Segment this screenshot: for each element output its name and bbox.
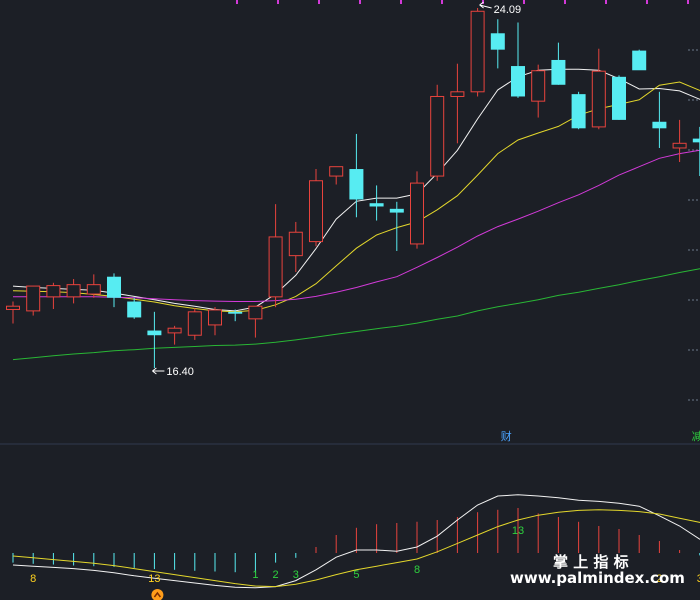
- candle-body-up: [430, 95, 445, 177]
- count-labels: 8 13 1 2 3 5 8 13 2 3: [30, 525, 700, 585]
- candle-body-up: [86, 284, 101, 295]
- grid-tick: [523, 0, 525, 4]
- grid-tick: [236, 0, 238, 4]
- grid-tick: [646, 0, 648, 4]
- candle-body-down: [349, 169, 364, 200]
- watermark-title: 掌 上 指 标: [553, 553, 629, 571]
- candle-body-up: [329, 166, 344, 177]
- price-annotations: 24.09 16.40 财 减: [152, 1, 700, 443]
- high-price-label: 24.09: [494, 4, 522, 16]
- candle-body-up: [208, 309, 222, 326]
- right-grid: [688, 49, 700, 401]
- grid-tick: [605, 0, 607, 4]
- candle-body-up: [187, 311, 202, 336]
- candle-body-up: [46, 285, 61, 298]
- grid-tick: [318, 0, 320, 4]
- grid-tick: [359, 0, 361, 4]
- candles: [6, 8, 700, 368]
- candle-body-up: [450, 91, 465, 97]
- candle-body-down: [551, 59, 566, 85]
- count-label: 8: [414, 564, 420, 576]
- candle-body-down: [369, 203, 384, 207]
- count-label: 2: [273, 569, 279, 581]
- candle-body-down: [389, 208, 404, 213]
- ma-line-ma_green: [12, 268, 700, 361]
- count-label: 13: [148, 573, 160, 585]
- indicator-line-white: [12, 494, 700, 589]
- low-arrow: [152, 367, 165, 375]
- count-label: 2: [656, 573, 662, 585]
- count-label: 3: [697, 573, 700, 585]
- candle-body-down: [692, 138, 700, 143]
- grid-tick: [687, 0, 689, 4]
- low-price-label: 16.40: [166, 366, 194, 378]
- candle-body-up: [268, 236, 283, 298]
- tag-jian: 减: [692, 430, 700, 443]
- candle-body-down: [511, 66, 525, 97]
- tag-cai: 财: [501, 429, 512, 443]
- candle-body-up: [26, 285, 41, 312]
- count-label: 1: [252, 569, 258, 581]
- grid-tick: [564, 0, 566, 4]
- candle-body-up: [167, 327, 182, 334]
- count-label: 3: [293, 569, 299, 581]
- candle-body-up: [531, 70, 546, 102]
- watermark-url: www.palmindex.com: [510, 569, 685, 587]
- candle-body-down: [127, 301, 142, 318]
- candle-body-down: [652, 121, 667, 129]
- ma-line-ma_magenta: [13, 149, 700, 302]
- candle-body-up: [591, 70, 606, 128]
- candle-body-down: [107, 276, 121, 298]
- candle-body-up: [66, 284, 81, 298]
- grid-tick: [400, 0, 402, 4]
- indicator-lines: [12, 494, 700, 589]
- indicator-line-yellow: [12, 509, 700, 588]
- count-label: 13: [512, 525, 524, 537]
- candle-body-up: [309, 180, 323, 243]
- candle-body-down: [490, 33, 505, 50]
- candle-body-down: [147, 330, 162, 336]
- signal-marker-chevron: [153, 591, 161, 598]
- candle-body-up: [410, 182, 424, 245]
- candle-body-up: [470, 10, 485, 93]
- candle-body-up: [672, 142, 687, 149]
- signal-marker: [151, 589, 164, 600]
- grid-tick: [441, 0, 443, 4]
- count-label: 5: [353, 569, 359, 581]
- top-grid-ticks: [236, 0, 689, 4]
- indicator-bars: [12, 508, 700, 573]
- high-arrow: [479, 1, 492, 9]
- count-label: 8: [30, 573, 36, 585]
- candle-body-up: [288, 231, 303, 257]
- candle-body-down: [228, 311, 243, 314]
- candle-body-up: [6, 305, 20, 310]
- candle-body-up: [248, 305, 263, 320]
- candle-body-down: [612, 76, 626, 120]
- candle-body-down: [571, 94, 586, 129]
- grid-tick: [277, 0, 279, 4]
- candle-body-down: [632, 50, 647, 71]
